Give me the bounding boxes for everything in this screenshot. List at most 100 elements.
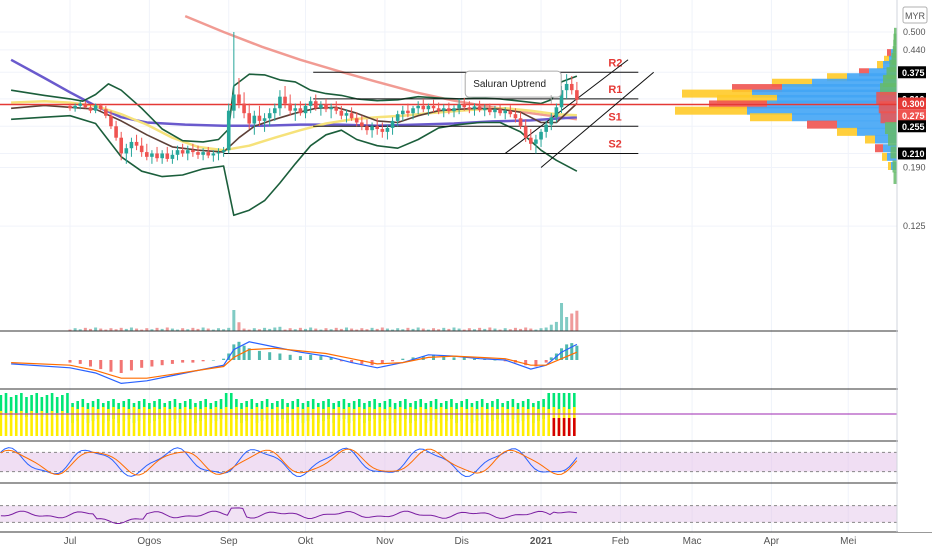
edge-volume-bar bbox=[881, 111, 898, 123]
macd-histogram-bar bbox=[222, 359, 225, 360]
candle-body bbox=[304, 106, 308, 113]
candle-body bbox=[145, 152, 149, 157]
vosc-yellow-bar bbox=[368, 407, 371, 436]
candle-body bbox=[483, 108, 487, 110]
macd-histogram-bar bbox=[453, 357, 456, 360]
vosc-yellow-bar bbox=[76, 409, 79, 436]
level-label-r1: R1 bbox=[608, 84, 622, 96]
candle-body bbox=[416, 106, 420, 108]
candle-body bbox=[109, 116, 113, 127]
vosc-yellow-bar bbox=[522, 407, 525, 436]
macd-histogram-bar bbox=[140, 360, 143, 368]
volume-bar bbox=[560, 303, 563, 331]
macd-histogram-bar bbox=[401, 359, 404, 360]
candle-body bbox=[268, 113, 272, 118]
macd-histogram-bar bbox=[237, 342, 240, 360]
candle-body bbox=[549, 117, 553, 124]
candle-body bbox=[140, 146, 144, 152]
vosc-yellow-bar bbox=[302, 409, 305, 436]
vosc-yellow-bar bbox=[414, 409, 417, 436]
candle-body bbox=[237, 94, 241, 103]
candle-body bbox=[232, 94, 236, 110]
time-tick-label: Ogos bbox=[137, 536, 161, 547]
vosc-yellow-bar bbox=[204, 407, 207, 436]
candle-body bbox=[544, 125, 548, 132]
candle-body bbox=[130, 142, 134, 148]
macd-histogram-bar bbox=[120, 360, 123, 373]
macd-histogram-bar bbox=[202, 360, 205, 361]
macd-histogram-bar bbox=[565, 344, 568, 360]
candle-body bbox=[391, 121, 395, 128]
vosc-yellow-bar bbox=[404, 409, 407, 436]
candle-body bbox=[222, 150, 226, 152]
candle-body bbox=[263, 118, 267, 121]
price-tag-label: 0.255 bbox=[902, 122, 925, 132]
vosc-yellow-bar bbox=[0, 411, 2, 436]
price-tag-label: 0.210 bbox=[902, 149, 925, 159]
vosc-yellow-bar bbox=[363, 409, 366, 436]
vosc-red-bar bbox=[573, 418, 576, 436]
vosc-yellow-bar bbox=[169, 409, 172, 436]
vosc-yellow-bar bbox=[240, 409, 243, 436]
edge-volume-bar bbox=[891, 146, 898, 158]
price-tag-label: 0.375 bbox=[902, 68, 925, 78]
vosc-yellow-bar bbox=[87, 409, 90, 436]
candle-body bbox=[212, 153, 216, 155]
volume-bar bbox=[232, 310, 235, 331]
vosc-yellow-bar bbox=[384, 409, 387, 436]
candle-body bbox=[524, 126, 528, 137]
vosc-yellow-bar bbox=[481, 407, 484, 436]
macd-histogram-bar bbox=[545, 360, 548, 363]
volume-bar bbox=[278, 327, 281, 331]
vosc-yellow-bar bbox=[179, 409, 182, 436]
vosc-yellow-bar bbox=[271, 409, 274, 436]
vosc-yellow-bar bbox=[471, 407, 474, 436]
vosc-yellow-bar bbox=[491, 407, 494, 436]
candle-body bbox=[396, 114, 400, 121]
macd-histogram-bar bbox=[109, 360, 112, 372]
time-tick-label: Mac bbox=[683, 536, 702, 547]
vosc-yellow-bar bbox=[312, 409, 315, 436]
candle-body bbox=[498, 109, 502, 113]
vosc-yellow-bar bbox=[332, 409, 335, 436]
macd-histogram-bar bbox=[79, 360, 82, 364]
vosc-red-bar bbox=[568, 418, 571, 436]
candle-body bbox=[258, 116, 262, 121]
candle-body bbox=[329, 107, 333, 109]
time-tick-label: Feb bbox=[612, 536, 630, 547]
volume-bar bbox=[570, 314, 573, 332]
profile-bar-sell bbox=[877, 61, 883, 69]
candle-body bbox=[514, 114, 518, 118]
candle-body bbox=[247, 113, 251, 123]
macd-histogram-bar bbox=[299, 356, 302, 360]
vosc-yellow-bar bbox=[317, 407, 320, 436]
vosc-yellow-bar bbox=[250, 409, 253, 436]
candle-body bbox=[457, 104, 461, 108]
vosc-yellow-bar bbox=[174, 407, 177, 436]
vosc-yellow-bar bbox=[66, 413, 69, 436]
macd-histogram-bar bbox=[150, 360, 153, 367]
vosc-yellow-bar bbox=[281, 409, 284, 436]
candle-body bbox=[447, 108, 451, 111]
vosc-yellow-bar bbox=[506, 409, 509, 436]
macd-histogram-bar bbox=[570, 343, 573, 360]
vosc-yellow-bar bbox=[51, 411, 54, 436]
volume-bar bbox=[453, 328, 456, 332]
profile-bar-sell bbox=[865, 136, 875, 144]
price-tick-label: 0.190 bbox=[903, 162, 926, 172]
macd-histogram-bar bbox=[171, 360, 174, 364]
candle-body bbox=[181, 150, 185, 153]
edge-volume-bar bbox=[894, 172, 898, 184]
macd-histogram-bar bbox=[473, 359, 476, 360]
candle-body bbox=[350, 113, 354, 118]
vosc-yellow-bar bbox=[117, 409, 120, 436]
vosc-yellow-bar bbox=[501, 407, 504, 436]
vosc-yellow-bar bbox=[322, 409, 325, 436]
volume-bar bbox=[417, 328, 420, 332]
vosc-yellow-bar bbox=[496, 409, 499, 436]
candle-body bbox=[319, 104, 323, 108]
volume-bar bbox=[94, 328, 97, 332]
currency-badge[interactable]: MYR bbox=[903, 7, 927, 23]
vosc-yellow-bar bbox=[230, 409, 233, 436]
